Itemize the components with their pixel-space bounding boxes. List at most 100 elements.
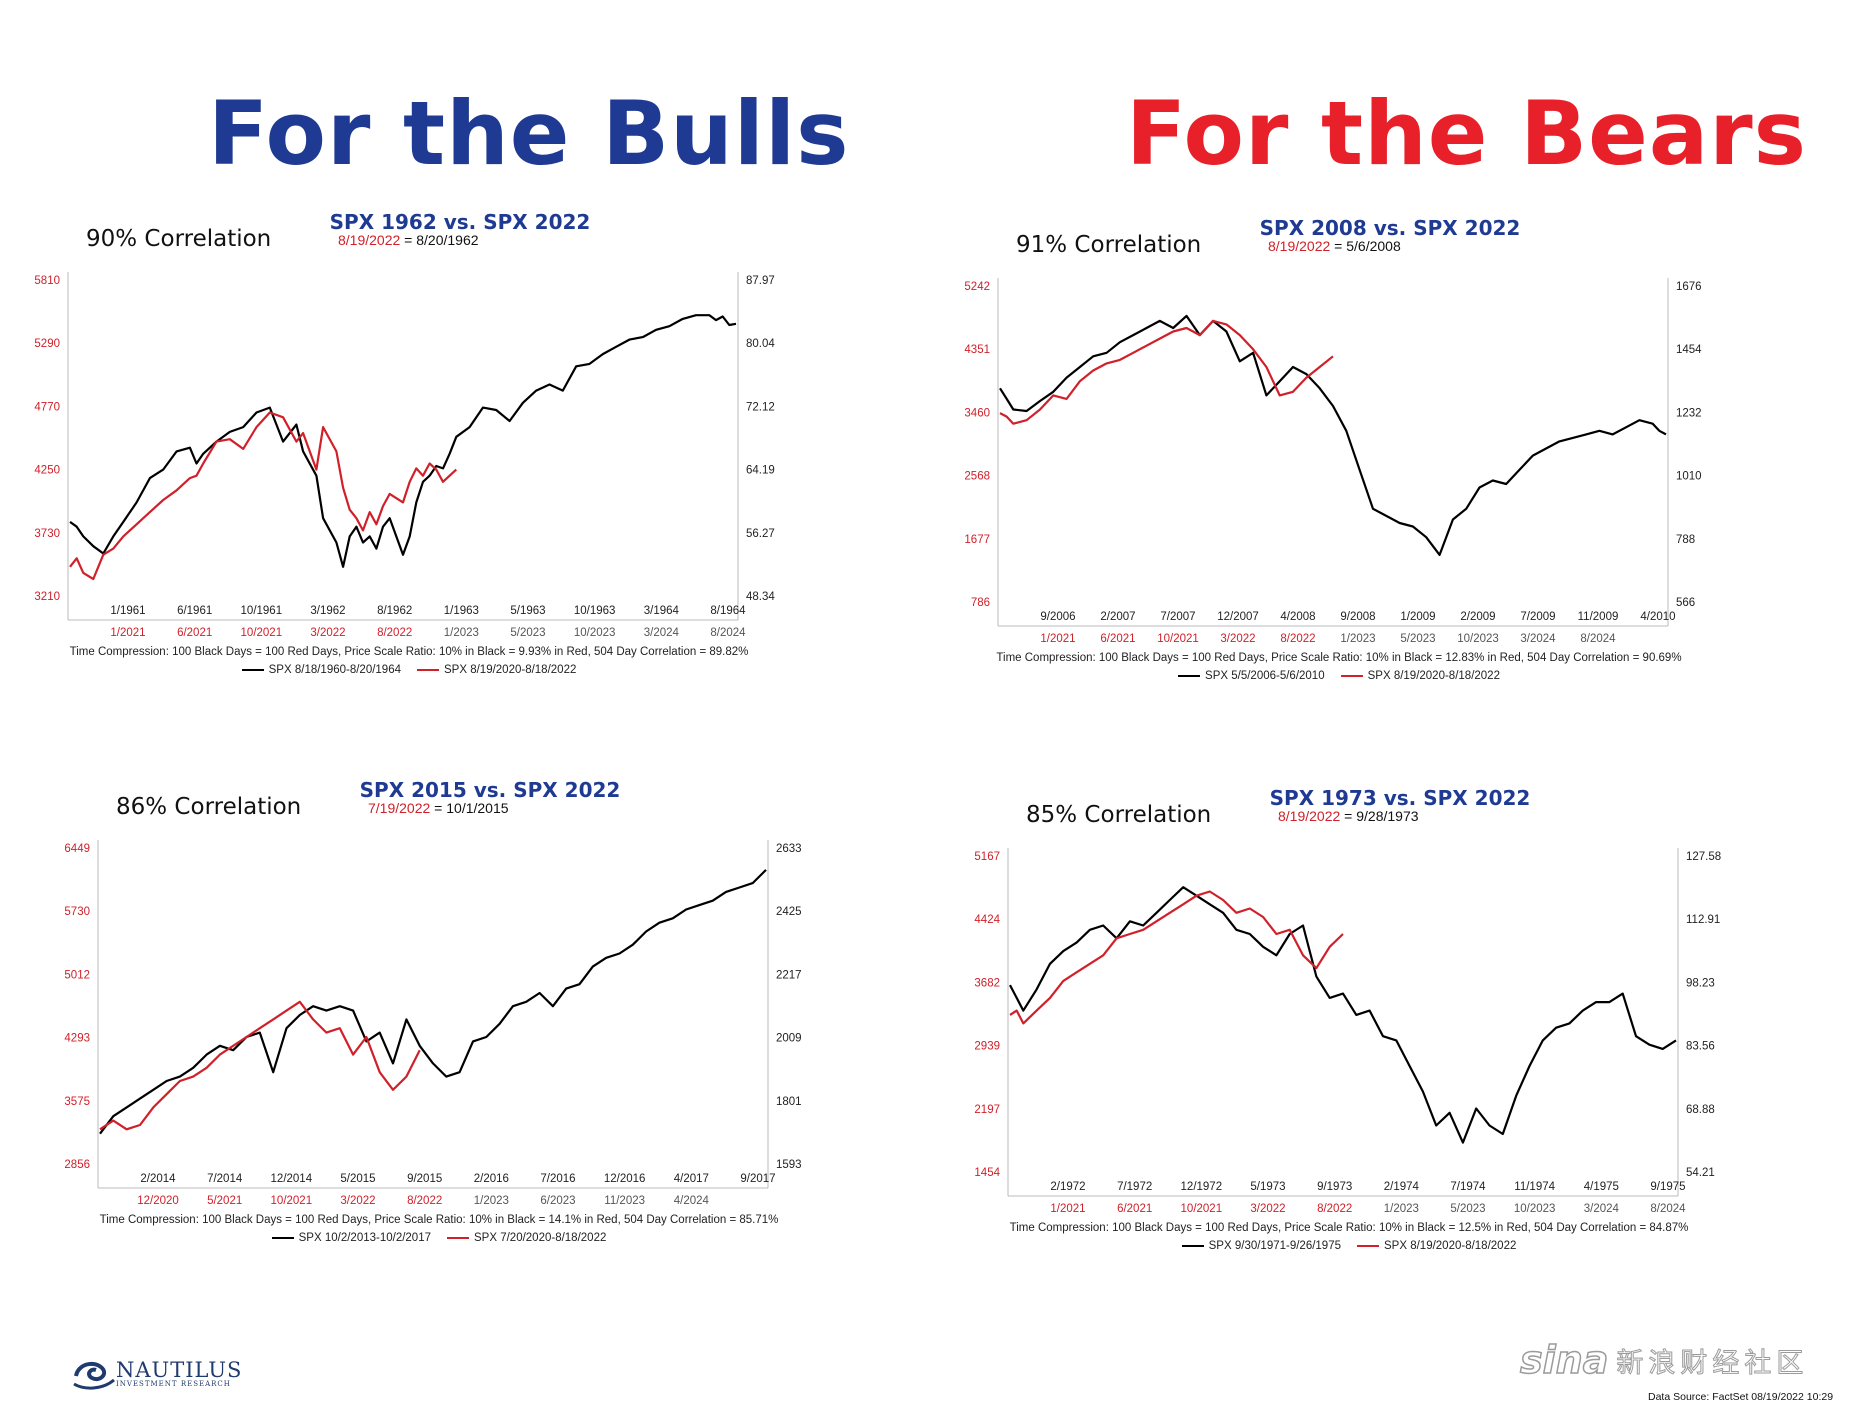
right-tick-label: 1454 (1676, 344, 1702, 356)
x-tick-label-red: 6/2023 (540, 1195, 575, 1207)
right-tick-label: 1232 (1676, 407, 1702, 419)
x-tick-label-red: 3/2024 (1584, 1203, 1620, 1215)
correlation-label: 86% Correlation (116, 794, 302, 820)
chart-panel-1962: SPX 1962 vs. SPX 2022 90% Correlation 8/19… (20, 210, 900, 760)
legend-label: SPX 8/19/2020-8/18/2022 (444, 664, 577, 676)
x-tick-label-black: 1/1961 (110, 605, 145, 617)
series-line-red (99, 1000, 421, 1131)
legend-swatch (241, 668, 264, 671)
x-tick-label-black: 3/1962 (310, 605, 345, 617)
compression-note: Time Compression: 100 Black Days = 100 R… (996, 652, 1682, 664)
x-tick-label-black: 7/1974 (1450, 1181, 1486, 1193)
x-tick-label-red: 5/2023 (1450, 1203, 1485, 1215)
series-line-red (999, 319, 1334, 425)
legend-item-red: SPX 7/20/2020-8/18/2022 (447, 1232, 606, 1244)
right-tick-label: 2009 (776, 1033, 802, 1045)
x-tick-label-black: 12/1972 (1181, 1181, 1223, 1193)
x-tick-label-black: 2/1974 (1384, 1181, 1420, 1193)
left-tick-label: 1677 (964, 534, 990, 546)
x-tick-label-black: 7/2014 (207, 1173, 243, 1185)
chart-title: SPX 1973 vs. SPX 2022 (1269, 786, 1531, 810)
x-tick-label-black: 12/2007 (1217, 611, 1259, 623)
x-tick-label-red: 5/2023 (1400, 633, 1435, 645)
compression-note: Time Compression: 100 Black Days = 100 R… (99, 1214, 779, 1226)
x-tick-label-red: 8/2022 (1317, 1203, 1352, 1215)
left-tick-label: 4424 (974, 914, 1000, 926)
correlation-dates: 8/19/2022 = 8/20/1962 (338, 232, 479, 248)
sina-watermark: sina 新浪财经社区 (1519, 1337, 1808, 1383)
legend-label: SPX 7/20/2020-8/18/2022 (474, 1232, 607, 1244)
x-tick-label-black: 9/1975 (1650, 1181, 1685, 1193)
right-tick-label: 2425 (776, 906, 802, 918)
right-tick-label: 56.27 (746, 528, 775, 540)
left-tick-label: 4770 (34, 401, 60, 413)
legend-label: SPX 8/19/2020-8/18/2022 (1384, 1240, 1517, 1252)
x-tick-label-black: 11/1974 (1514, 1181, 1555, 1193)
compression-note: Time Compression: 100 Black Days = 100 R… (1009, 1222, 1689, 1234)
right-tick-label: 1593 (776, 1159, 802, 1171)
x-tick-label-black: 5/1973 (1250, 1181, 1285, 1193)
legend-label: SPX 9/30/1971-9/26/1975 (1208, 1240, 1341, 1252)
x-tick-label-black: 9/1973 (1317, 1181, 1352, 1193)
x-tick-label-black: 11/2009 (1578, 611, 1619, 623)
right-tick-label: 87.97 (746, 275, 775, 287)
chart-panel-2008: SPX 2008 vs. SPX 2022 91% Correlation 8/19… (950, 216, 1830, 766)
date-black: = 5/6/2008 (1330, 238, 1401, 254)
logo-name: NAUTILUS (116, 1358, 243, 1382)
right-tick-label: 788 (1676, 534, 1695, 546)
legend-item-black: SPX 5/5/2006-5/6/2010 (1178, 670, 1325, 682)
x-tick-label-black: 4/2010 (1640, 611, 1675, 623)
x-tick-label-red: 1/2023 (444, 627, 479, 639)
chart-svg: 5810 5290 4770 4250 3730 3210 87.97 80.04 72.12 6… (34, 272, 775, 639)
x-tick-label-black: 4/1975 (1584, 1181, 1619, 1193)
right-tick-label: 83.56 (1686, 1041, 1715, 1053)
legend-label: SPX 8/18/1960-8/20/1964 (268, 664, 401, 676)
right-tick-label: 112.91 (1686, 914, 1720, 926)
correlation-dates: 8/19/2022 = 5/6/2008 (1268, 238, 1401, 254)
date-red: 8/19/2022 (1268, 238, 1331, 254)
x-tick-label-red: 1/2021 (1040, 633, 1075, 645)
x-tick-label-black: 4/2017 (674, 1173, 709, 1185)
chart-legend: SPX 8/18/1960-8/20/1964 SPX 8/19/2020-8/1… (20, 664, 798, 676)
left-tick-label: 3682 (974, 977, 1000, 989)
x-tick-label-black: 10/1961 (241, 605, 283, 617)
left-tick-label: 3575 (64, 1096, 90, 1108)
x-tick-label-black: 9/2008 (1340, 611, 1375, 623)
x-tick-label-red: 8/2022 (407, 1195, 442, 1207)
correlation-dates: 7/19/2022 = 10/1/2015 (368, 800, 509, 816)
x-tick-label-black: 7/2009 (1520, 611, 1555, 623)
x-tick-label-black: 8/1964 (710, 605, 746, 617)
x-tick-label-red: 3/2024 (644, 627, 680, 639)
x-tick-label-red: 1/2021 (110, 627, 145, 639)
x-tick-label-red: 10/2021 (1157, 633, 1199, 645)
chart-title: SPX 1962 vs. SPX 2022 (329, 210, 591, 234)
correlation-dates: 8/19/2022 = 9/28/1973 (1278, 808, 1419, 824)
left-tick-label: 4250 (34, 465, 60, 477)
series-line-black (999, 314, 1667, 556)
date-red: 8/19/2022 (338, 232, 401, 248)
left-tick-label: 786 (971, 597, 990, 609)
x-tick-label-black: 3/1964 (644, 605, 680, 617)
x-tick-label-black: 5/2015 (340, 1173, 375, 1185)
right-tick-label: 72.12 (746, 401, 775, 413)
legend-item-red: SPX 8/19/2020-8/18/2022 (1357, 1240, 1516, 1252)
x-tick-label-black: 5/1963 (510, 605, 545, 617)
right-tick-label: 1010 (1676, 471, 1702, 483)
x-tick-label-red: 8/2024 (710, 627, 746, 639)
wave-swirl-icon (73, 1361, 115, 1390)
legend-label: SPX 10/2/2013-10/2/2017 (298, 1232, 431, 1244)
x-tick-label-red: 3/2024 (1520, 633, 1556, 645)
x-tick-label-black: 8/1962 (377, 605, 412, 617)
x-tick-label-red: 6/2021 (1117, 1203, 1152, 1215)
x-tick-label-black: 1/1963 (444, 605, 479, 617)
legend-label: SPX 5/5/2006-5/6/2010 (1205, 670, 1325, 682)
data-source-note: Data Source: FactSet 08/19/2022 10:29 (1648, 1391, 1834, 1403)
legend-item-red: SPX 8/19/2020-8/18/2022 (1340, 670, 1500, 682)
left-tick-label: 5810 (34, 275, 60, 287)
left-tick-label: 2939 (974, 1041, 1000, 1053)
right-tick-label: 98.23 (1686, 977, 1715, 989)
x-tick-label-red: 1/2023 (474, 1195, 509, 1207)
x-tick-label-red: 10/2023 (1514, 1203, 1556, 1215)
x-tick-label-red: 1/2021 (1050, 1203, 1085, 1215)
right-tick-label: 48.34 (746, 591, 775, 603)
